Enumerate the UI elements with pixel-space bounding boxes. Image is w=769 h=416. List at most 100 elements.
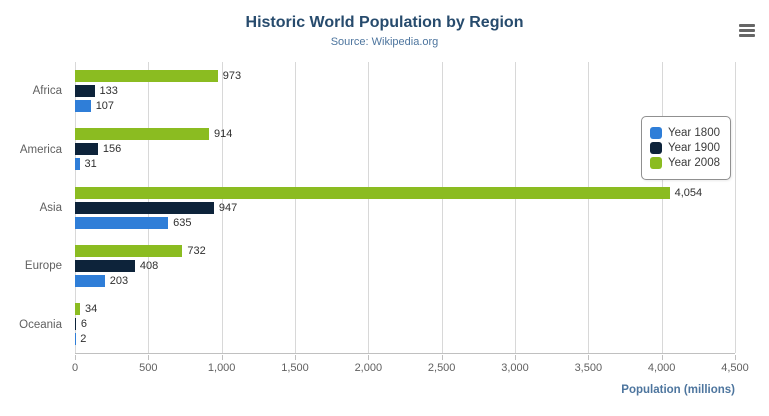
bar-row: 732 — [75, 244, 735, 257]
grid-line — [368, 62, 370, 353]
x-tick-mark — [735, 355, 736, 360]
bar-row: 156 — [75, 143, 735, 156]
bar-value-label: 732 — [187, 244, 206, 257]
bar-year-2008-asia[interactable] — [75, 186, 670, 199]
x-tick-mark — [661, 355, 663, 360]
x-tick-label: 500 — [139, 362, 158, 374]
bar-year-2008-america[interactable] — [75, 128, 210, 141]
x-tick-mark — [368, 355, 370, 360]
x-tick-label: 1,500 — [281, 362, 309, 374]
x-tick-mark — [588, 355, 590, 360]
x-tick-label: 2,000 — [354, 362, 383, 374]
bar-row: 4,054 — [75, 186, 735, 199]
bar-value-label: 973 — [222, 70, 242, 83]
hamburger-line — [739, 24, 755, 27]
bar-value-label: 914 — [214, 128, 233, 141]
bar-row: 914 — [75, 128, 735, 141]
category-group-europe: 732 408 203 — [75, 237, 735, 295]
y-category-label: Europe — [24, 260, 62, 273]
grid-line — [221, 62, 223, 353]
grid-line — [661, 62, 663, 353]
legend: Year 1800 Year 1900 Year 2008 — [640, 116, 731, 180]
legend-label: Year 1900 — [667, 142, 720, 154]
y-axis-labels: Africa America Asia Europe Oceania — [0, 62, 70, 354]
legend-swatch-icon — [649, 157, 662, 169]
bar-year-1900-oceania[interactable] — [75, 317, 76, 330]
grid-line — [441, 62, 443, 353]
grid-line — [515, 62, 516, 353]
bar-row: 947 — [75, 201, 735, 214]
bar-row: 408 — [75, 259, 735, 272]
bar-year-2008-africa[interactable] — [75, 70, 218, 83]
bar-value-label: 107 — [95, 100, 115, 113]
category-group-oceania: 34 6 2 — [75, 295, 735, 353]
x-axis-tickmarks — [75, 355, 736, 360]
x-tick-label: 0 — [71, 362, 79, 374]
x-tick-mark — [515, 355, 516, 360]
bar-value-label: 203 — [109, 274, 129, 287]
bar-value-label: 635 — [173, 216, 192, 229]
bar-year-1800-asia[interactable] — [75, 216, 169, 229]
bar-year-1900-asia[interactable] — [75, 201, 214, 214]
bar-row: 31 — [75, 158, 735, 171]
bar-row: 133 — [75, 85, 735, 98]
bar-value-label: 34 — [84, 302, 98, 315]
y-category-label: Oceania — [19, 318, 62, 331]
x-tick-label: 3,500 — [574, 362, 603, 374]
category-group-america: 914 156 31 — [75, 120, 735, 178]
bar-year-1900-africa[interactable] — [75, 85, 95, 98]
bar-row: 2 — [75, 332, 735, 345]
bar-year-1800-africa[interactable] — [75, 100, 91, 113]
y-category-label: Africa — [32, 85, 62, 98]
x-tick-label: 2,500 — [427, 362, 456, 374]
bar-year-2008-europe[interactable] — [75, 244, 183, 257]
legend-label: Year 2008 — [667, 157, 720, 169]
plot-area: 973 133 107 914 156 31 4,054 947 635 732 408 203 34 6… — [75, 62, 736, 354]
bar-row: 34 — [75, 302, 735, 315]
bar-row: 635 — [75, 216, 735, 229]
bar-value-label: 133 — [99, 85, 118, 98]
legend-swatch-icon — [649, 142, 662, 154]
x-tick-mark — [295, 355, 296, 360]
grid-line — [735, 62, 736, 353]
bar-row: 203 — [75, 274, 735, 287]
bar-value-label: 408 — [139, 259, 159, 272]
grid-line — [588, 62, 590, 353]
bar-row: 107 — [75, 100, 735, 113]
hamburger-line — [739, 29, 755, 32]
bar-year-1900-america[interactable] — [75, 143, 98, 156]
legend-swatch-icon — [649, 127, 662, 139]
bar-year-1800-europe[interactable] — [75, 274, 105, 287]
bar-year-2008-oceania[interactable] — [75, 302, 80, 315]
x-tick-label: 4,000 — [647, 362, 676, 374]
y-category-label: Asia — [39, 202, 62, 214]
category-group-asia: 4,054 947 635 — [75, 178, 735, 236]
legend-label: Year 1800 — [667, 127, 720, 139]
x-tick-mark — [441, 355, 443, 360]
legend-item-year-1900[interactable]: Year 1900 — [649, 142, 720, 154]
bar-value-label: 31 — [84, 158, 97, 171]
bar-year-1900-europe[interactable] — [75, 259, 135, 272]
bar-value-label: 2 — [80, 332, 87, 345]
hamburger-line — [739, 34, 755, 37]
y-category-label: America — [19, 143, 62, 156]
chart-title: Historic World Population by Region — [245, 14, 524, 31]
bar-year-1800-america[interactable] — [75, 158, 80, 171]
bar-row: 6 — [75, 317, 735, 330]
x-tick-label: 3,000 — [501, 362, 529, 374]
x-axis-labels: 0 500 1,000 1,500 2,000 2,500 3,000 3,500 4,000 4… — [71, 362, 749, 376]
x-tick-label: 4,500 — [721, 362, 749, 374]
bar-value-label: 947 — [218, 201, 238, 214]
bar-value-label: 4,054 — [674, 186, 703, 199]
legend-item-year-2008[interactable]: Year 2008 — [649, 157, 720, 169]
x-axis-title: Population (millions) — [621, 384, 735, 396]
legend-item-year-1800[interactable]: Year 1800 — [649, 127, 720, 139]
bar-value-label: 156 — [102, 143, 122, 156]
grid-line — [295, 62, 296, 353]
x-tick-mark — [148, 355, 150, 360]
x-tick-mark — [221, 355, 223, 360]
x-tick-mark — [75, 355, 76, 360]
chart-context-menu-icon[interactable] — [739, 24, 755, 37]
bar-value-label: 6 — [80, 317, 87, 330]
